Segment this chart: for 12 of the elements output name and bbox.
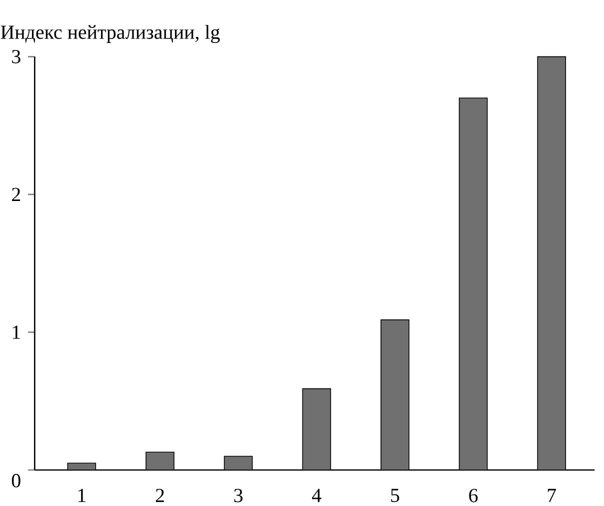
- x-tick-label: 5: [391, 488, 400, 502]
- x-tick-label: 2: [156, 488, 164, 502]
- x-tick-label: 1: [78, 488, 86, 502]
- y-axis-title: Индекс нейтрализации, lg: [0, 24, 220, 44]
- y-tick-label: 3: [12, 50, 20, 64]
- x-tick-label: 6: [469, 488, 478, 502]
- y-tick-label: 1: [12, 326, 20, 339]
- y-tick-label: 2: [12, 188, 20, 202]
- y-tick-label: 0: [12, 474, 20, 488]
- x-tick-label: 7: [548, 488, 556, 502]
- x-tick-label: 3: [234, 488, 243, 502]
- x-tick-label: 4: [312, 488, 322, 502]
